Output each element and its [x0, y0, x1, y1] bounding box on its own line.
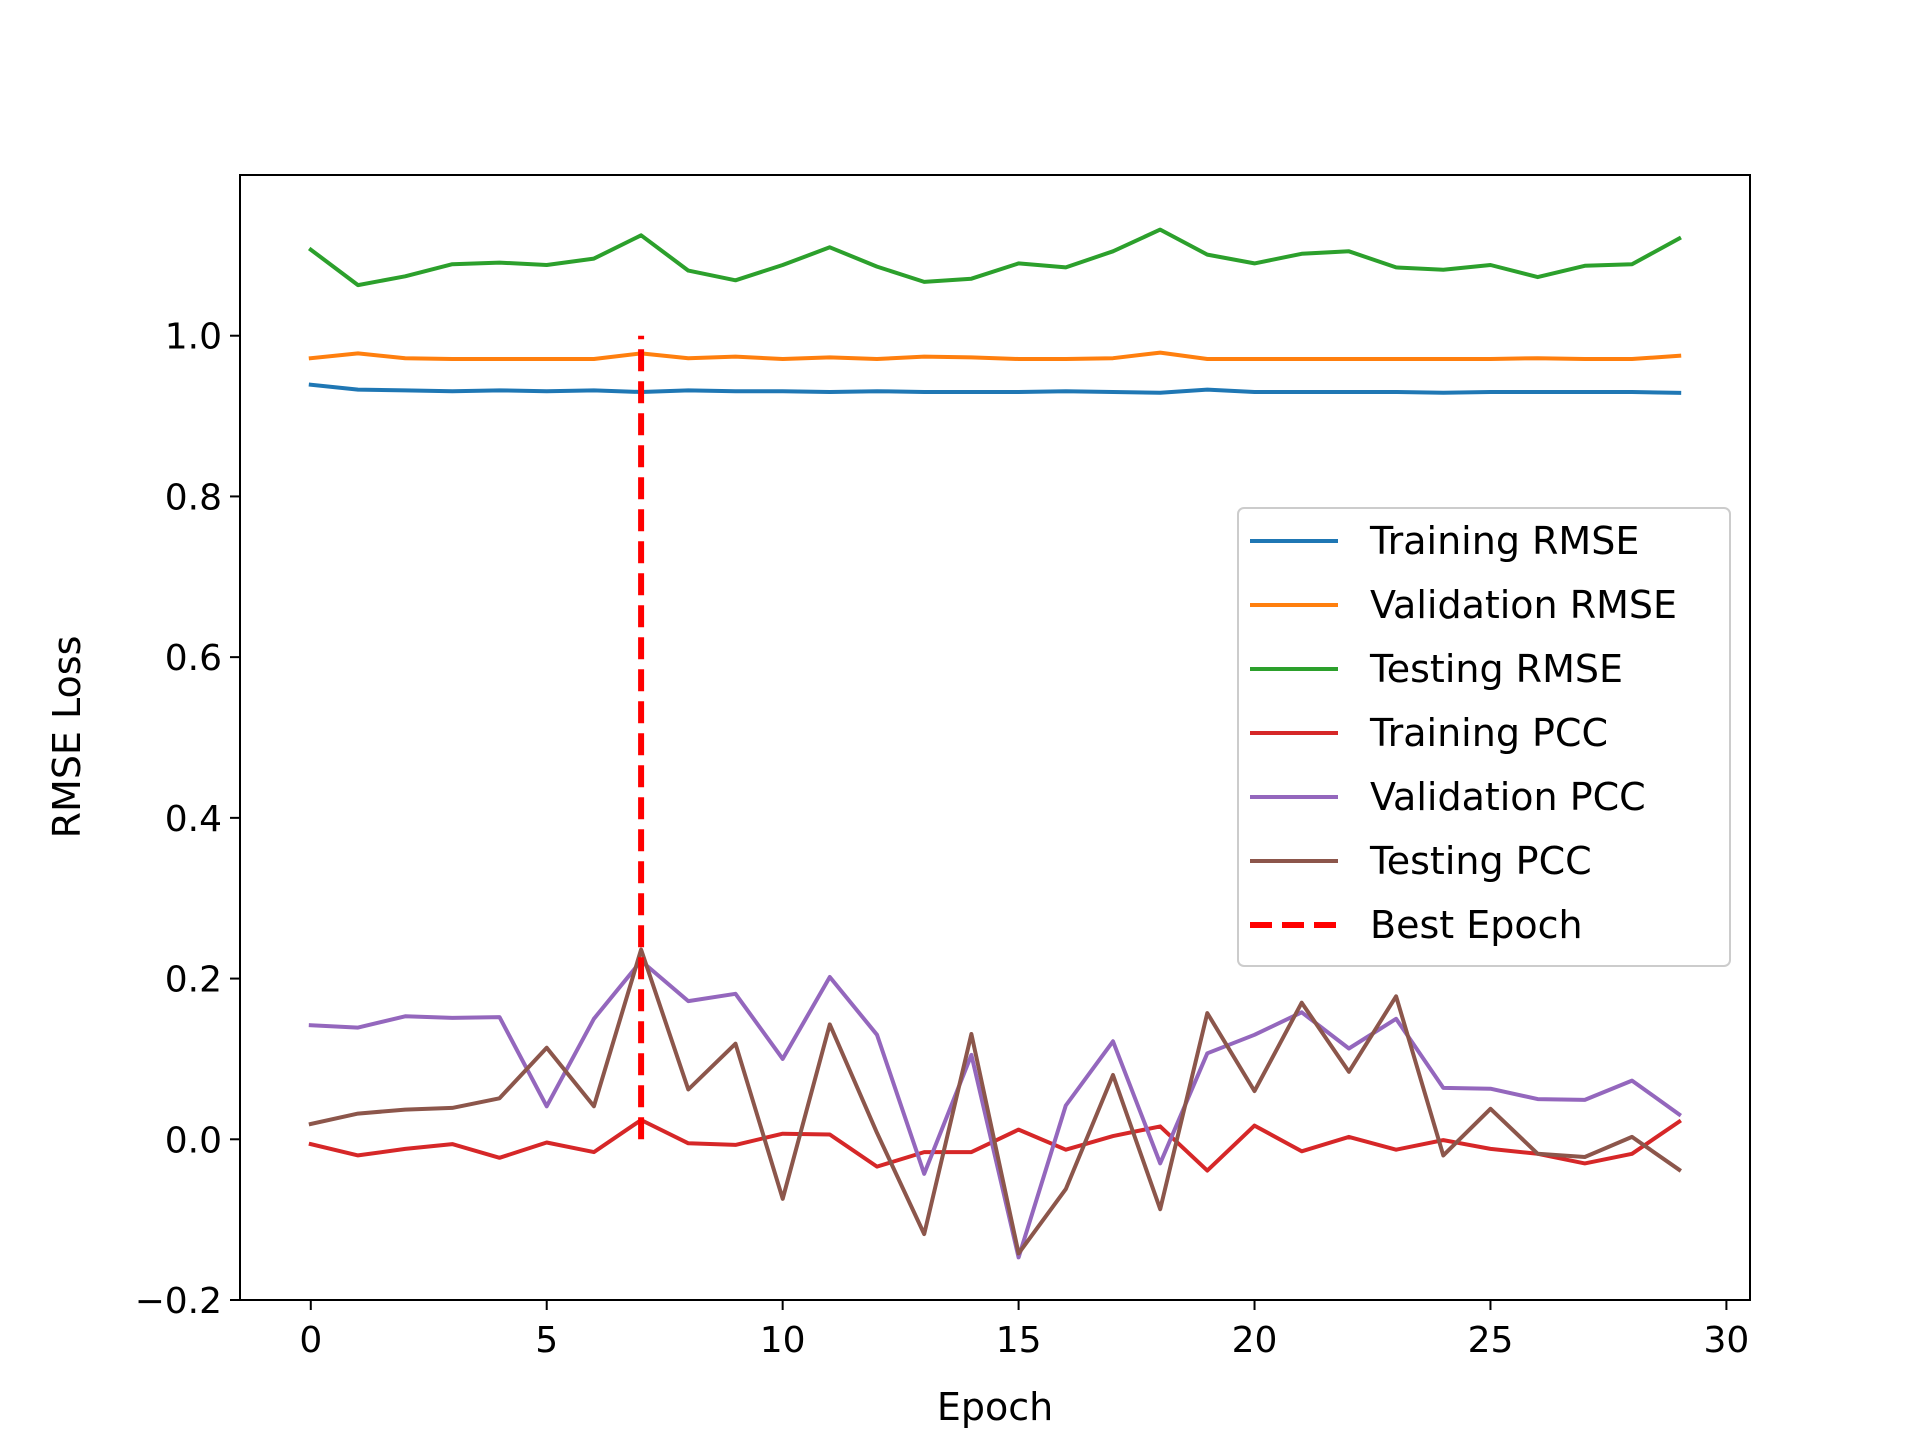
x-tick-label: 15 — [996, 1320, 1042, 1361]
plot-lines — [307, 227, 1682, 1260]
x-axis: 0 5 10 15 20 25 30 — [299, 1300, 1749, 1361]
x-tick-label: 10 — [760, 1320, 806, 1361]
x-tick-label: 20 — [1232, 1320, 1278, 1361]
legend-label-testing-pcc: Testing PCC — [1369, 839, 1592, 883]
legend-label-training-pcc: Training PCC — [1369, 711, 1608, 755]
legend-label-training-rmse: Training RMSE — [1369, 519, 1639, 563]
y-axis-label: RMSE Loss — [45, 636, 89, 839]
y-tick-label: 1.0 — [165, 317, 222, 358]
x-tick-label: 30 — [1704, 1320, 1750, 1361]
legend-entries: Training RMSE Validation RMSE Testing RMSE… — [1250, 519, 1677, 947]
y-tick-label: 0.2 — [165, 960, 222, 1001]
plot-frame — [239, 174, 1751, 1301]
x-axis-label: Epoch — [937, 1385, 1053, 1429]
series-line-training-rmse — [308, 382, 1682, 395]
legend-label-testing-rmse: Testing RMSE — [1369, 647, 1623, 691]
x-tick-label: 25 — [1468, 1320, 1514, 1361]
y-axis: −0.2 0.0 0.2 0.4 0.6 0.8 1.0 — [135, 317, 240, 1322]
series-line-validation-rmse — [308, 350, 1682, 361]
x-tick-label: 0 — [299, 1320, 322, 1361]
legend: Training RMSE Validation RMSE Testing RMSE… — [1237, 507, 1731, 967]
y-tick-label: 0.8 — [165, 477, 222, 518]
series-line-validation-pcc — [308, 958, 1682, 1260]
legend-box — [1237, 507, 1731, 967]
legend-label-validation-pcc: Validation PCC — [1370, 775, 1646, 819]
y-tick-label: 0.6 — [165, 638, 222, 679]
legend-label-validation-rmse: Validation RMSE — [1370, 583, 1677, 627]
series-line-testing-pcc — [308, 947, 1682, 1256]
series-line-testing-rmse — [307, 227, 1682, 288]
legend-label-best-epoch: Best Epoch — [1370, 903, 1583, 947]
y-tick-label: 0.4 — [165, 799, 222, 840]
y-tick-label: 0.0 — [165, 1120, 222, 1161]
x-tick-label: 5 — [535, 1320, 558, 1361]
y-tick-label: −0.2 — [135, 1281, 222, 1322]
